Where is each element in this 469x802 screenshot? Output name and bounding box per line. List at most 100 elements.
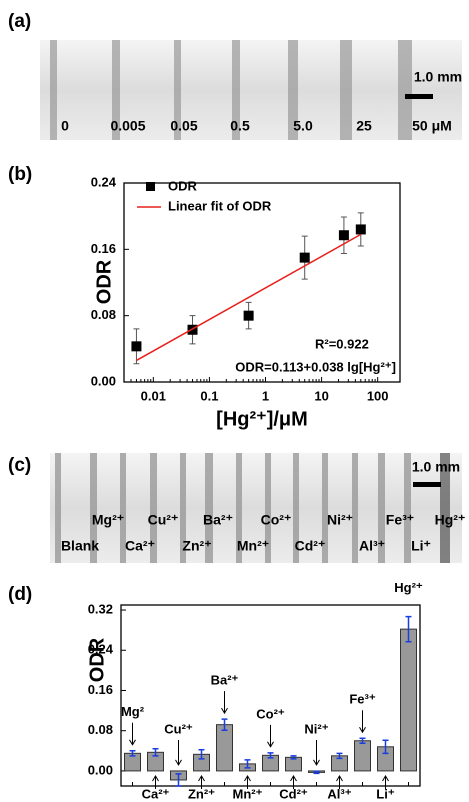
lane-label: Ni²⁺ [327,512,353,528]
category-label: Mn²⁺ [233,786,263,801]
label-arrow [267,724,274,748]
x-axis-label: [Hg²⁺]/μM [216,408,308,430]
strip-bands [50,40,412,140]
x-tick-label: 0.1 [200,388,218,403]
category-label: Ni²⁺ [304,721,328,736]
y-tick-label: 0.16 [91,241,116,256]
x-tick-label: 1 [262,388,269,403]
lane-label: Ca²⁺ [125,538,155,554]
lane-label: 0.005 [110,118,145,134]
scale-bar [405,94,433,99]
y-tick-label: 0.32 [88,601,113,616]
error-bar [175,773,182,787]
data-point [243,310,254,321]
label-arrow [336,775,343,789]
lane-label: Al³⁺ [359,538,385,554]
y-tick-label: 0.24 [88,642,114,657]
scale-bar [413,482,441,487]
error-bar [267,752,274,759]
legend-swatch [146,182,155,191]
lane-label: Zn²⁺ [182,538,211,554]
panel-label: (b) [8,164,32,185]
category-label: Hg²⁺ [394,580,423,595]
label-arrow [359,710,366,734]
error-bar [244,759,251,769]
legend-label: Linear fit of ODR [168,198,272,213]
category-label: Zn²⁺ [188,786,215,801]
lane-label: Ba²⁺ [203,512,233,528]
lane-label: 0 [61,118,69,134]
y-tick-label: 0.08 [91,307,116,322]
y-tick-label: 0.24 [91,174,117,189]
error-bar [198,749,205,760]
y-axis-label: ODR [93,259,115,304]
y-tick-label: 0.08 [88,722,113,737]
lane-label: 0.5 [230,118,250,134]
panel-label: (c) [8,455,31,476]
label-arrow [244,775,251,789]
category-label: Mg² [121,704,145,719]
category-label: Li⁺ [376,786,395,801]
bar [216,724,233,772]
error-bar [129,750,136,757]
x-tick-label: 10 [314,388,328,403]
error-bar [221,718,228,731]
y-tick-label: 0.00 [91,373,116,388]
panel-label: (a) [8,11,31,32]
panel-label: (d) [8,584,32,605]
label-arrow [198,775,205,789]
annotation: ODR=0.113+0.038 lg[Hg²⁺] [235,359,396,374]
data-point [355,224,366,235]
lane-label: Blank [61,538,99,554]
label-arrow [175,740,182,766]
bar [354,740,371,772]
x-tick-label: 100 [367,388,389,403]
lane-label: 0.05 [170,118,197,134]
lane-label: 5.0 [293,118,313,134]
lane-label: Cd²⁺ [295,538,326,554]
category-label: Cu²⁺ [164,721,193,736]
strip-image [50,453,462,563]
annotation: R²=0.922 [315,336,369,351]
error-bar [290,755,297,760]
label-arrow [290,775,297,789]
category-label: Co²⁺ [256,706,285,721]
lane-label: 50 μM [412,118,452,134]
error-bar [405,615,412,643]
plot-frame [123,182,401,383]
error-bar [313,770,320,775]
lane-label: Mg²⁺ [92,512,124,528]
error-bar [336,752,343,760]
error-bar [359,737,366,745]
category-label: Ba²⁺ [211,673,239,688]
scale-label: 1.0 mm [414,69,462,85]
label-arrow [221,691,228,715]
label-arrow [129,722,136,746]
lane-label: Cu²⁺ [148,512,179,528]
error-bar [152,748,159,757]
label-arrow [152,775,159,789]
category-label: Fe³⁺ [349,692,376,707]
category-label: Cd²⁺ [279,786,308,801]
error-bar [382,739,389,755]
lane-label: Co²⁺ [261,512,292,528]
data-point [131,341,142,352]
lane-label: Hg²⁺ [435,512,466,528]
fit-line [136,233,362,362]
bar [400,628,417,772]
category-label: Al³⁺ [327,786,351,801]
scale-label: 1.0 mm [412,459,460,475]
y-tick-label: 0.00 [88,762,113,777]
legend-label: ODR [168,178,198,193]
lane-label: Fe³⁺ [386,512,414,528]
category-label: Ca²⁺ [142,786,170,801]
strip-bands [55,453,450,563]
lane-label: Mn²⁺ [237,538,269,554]
x-tick-label: 0.01 [141,388,166,403]
strip-image [40,40,462,140]
lane-label: 25 [356,118,372,134]
y-tick-label: 0.16 [88,682,113,697]
label-arrow [313,740,320,766]
label-arrow [382,775,389,789]
